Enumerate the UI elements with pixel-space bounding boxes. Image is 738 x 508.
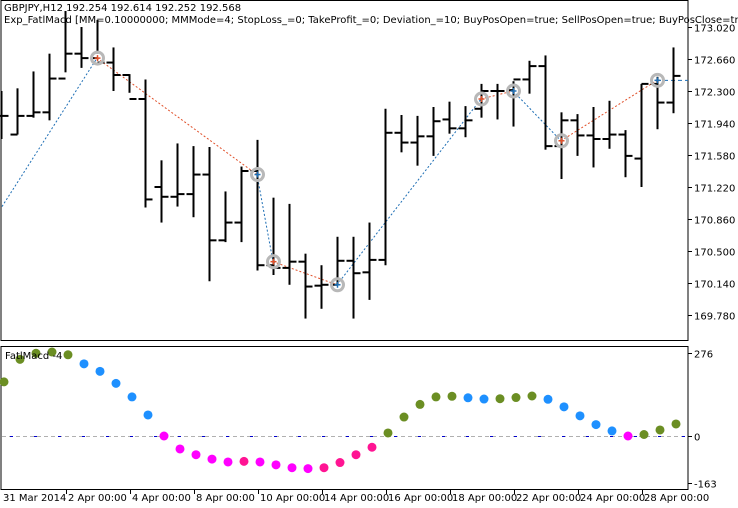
svg-text:28 Apr 00:00: 28 Apr 00:00 [644, 493, 709, 504]
svg-text:0: 0 [694, 433, 700, 444]
svg-text:4 Apr 00:00: 4 Apr 00:00 [132, 493, 191, 504]
indicator-axis: 276 0 -163 [688, 350, 717, 491]
svg-text:276: 276 [694, 350, 713, 361]
svg-text:169.780: 169.780 [694, 312, 735, 323]
svg-text:170.500: 170.500 [694, 248, 735, 259]
svg-text:2 Apr 00:00: 2 Apr 00:00 [68, 493, 127, 504]
time-axis: 31 Mar 2014 2 Apr 00:00 4 Apr 00:00 8 Apr 0… [3, 490, 709, 504]
svg-text:31 Mar 2014: 31 Mar 2014 [3, 493, 66, 504]
svg-text:14 Apr 00:00: 14 Apr 00:00 [324, 493, 389, 504]
price-panel-frame [0, 0, 689, 341]
svg-text:170.860: 170.860 [694, 216, 735, 227]
svg-text:16 Apr 00:00: 16 Apr 00:00 [388, 493, 453, 504]
symbol-header: GBPJPY,H12 192.254 192.614 192.252 192.5… [4, 3, 242, 14]
indicator-label: FatlMacd -4 [5, 351, 62, 362]
ohlc-bars [0, 11, 681, 319]
svg-text:10 Apr 00:00: 10 Apr 00:00 [260, 493, 325, 504]
svg-text:22 Apr 00:00: 22 Apr 00:00 [516, 493, 581, 504]
fatlmacd-dots [0, 347, 681, 474]
svg-text:172.660: 172.660 [694, 56, 735, 67]
svg-text:8 Apr 00:00: 8 Apr 00:00 [196, 493, 255, 504]
trade-signal-lines [1, 57, 688, 286]
svg-text:171.940: 171.940 [694, 120, 735, 131]
expert-header: Exp_FatlMacd [MM=0.10000000; MMMode=4; S… [4, 15, 738, 26]
svg-text:-163: -163 [694, 480, 717, 491]
svg-text:171.220: 171.220 [694, 184, 735, 195]
svg-text:173.020: 173.020 [694, 24, 735, 35]
indicator-panel-frame [0, 346, 689, 490]
signal-markers [90, 50, 665, 293]
svg-text:172.300: 172.300 [694, 88, 735, 99]
svg-text:171.580: 171.580 [694, 152, 735, 163]
price-axis: 173.020 172.660 172.300 171.940 171.580 171.2… [688, 24, 735, 323]
svg-text:24 Apr 00:00: 24 Apr 00:00 [580, 493, 645, 504]
svg-text:170.140: 170.140 [694, 280, 735, 291]
svg-text:18 Apr 00:00: 18 Apr 00:00 [452, 493, 517, 504]
